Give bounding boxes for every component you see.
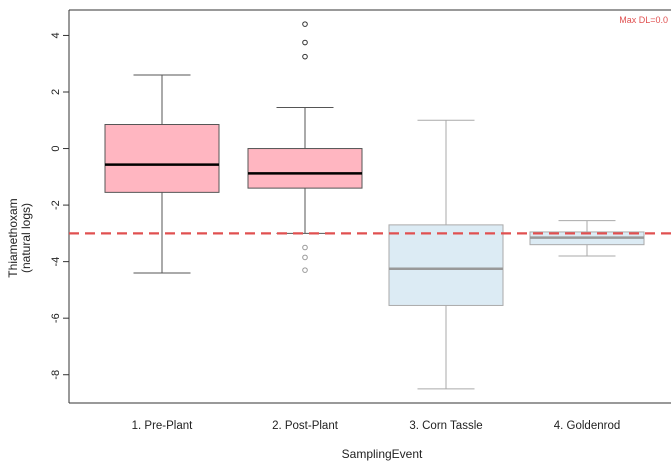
box-outlier-point bbox=[302, 254, 308, 261]
box-outlier-point bbox=[302, 21, 308, 27]
x-tick-label: 2. Post-Plant bbox=[272, 420, 339, 432]
box-2 bbox=[247, 148, 363, 189]
x-tick-label: 1. Pre-Plant bbox=[132, 420, 194, 432]
y-tick-label: 0 bbox=[50, 145, 62, 151]
y-tick-label: -6 bbox=[50, 313, 62, 323]
box-outlier-point bbox=[302, 244, 308, 251]
box-3 bbox=[388, 224, 504, 306]
y-tick-label: 4 bbox=[50, 32, 62, 38]
x-axis-label: SamplingEvent bbox=[342, 447, 423, 461]
x-tick-label: 3. Corn Tassle bbox=[409, 420, 482, 432]
box-outlier-point bbox=[302, 53, 308, 60]
x-tick-label: 4. Goldenrod bbox=[554, 420, 621, 432]
y-axis-label: Thiamethoxam bbox=[6, 198, 20, 277]
y-tick-label: -4 bbox=[50, 257, 62, 267]
box-outlier-point bbox=[302, 267, 308, 273]
y-axis-sublabel: (natural logs) bbox=[19, 203, 33, 273]
box-1 bbox=[104, 124, 220, 193]
reference-line-label: Max DL=0.0 bbox=[619, 15, 668, 25]
box-outlier-point bbox=[302, 39, 308, 46]
y-tick-label: -8 bbox=[50, 370, 62, 380]
y-tick-label: 2 bbox=[50, 89, 62, 95]
y-tick-label: -2 bbox=[50, 200, 62, 210]
